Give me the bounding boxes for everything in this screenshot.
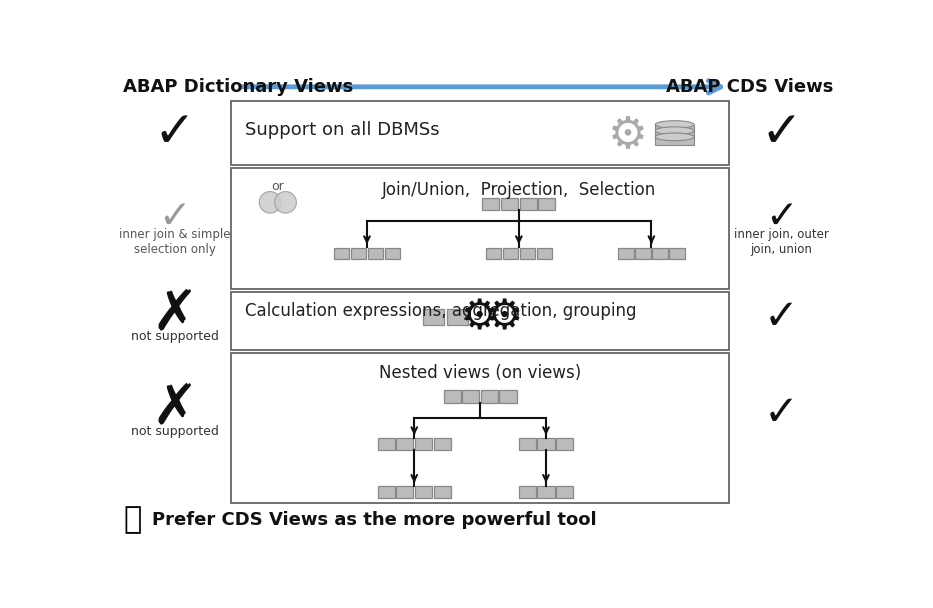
Bar [444,390,461,402]
Bar [655,125,694,133]
Bar [415,486,432,498]
Ellipse shape [655,121,694,128]
Text: Nested views (on views): Nested views (on views) [379,364,581,382]
Text: ABAP Dictionary Views: ABAP Dictionary Views [123,78,353,96]
Bar [655,137,694,145]
Bar [231,353,729,503]
Bar [480,390,498,402]
Bar [462,390,480,402]
Bar [378,486,395,498]
Bar [351,247,366,258]
Bar [669,247,685,258]
Bar [482,198,499,210]
Text: or: or [272,181,285,193]
Bar [397,486,413,498]
Bar [231,168,729,289]
Bar [655,131,694,139]
Text: ✗: ✗ [151,382,198,436]
Text: Prefer CDS Views as the more powerful tool: Prefer CDS Views as the more powerful to… [152,511,597,528]
Circle shape [259,192,281,213]
Bar [503,247,518,258]
Bar [501,198,518,210]
Bar [556,438,573,451]
Bar [447,309,468,325]
Bar [520,198,536,210]
Text: ABAP CDS Views: ABAP CDS Views [666,78,833,96]
Bar [652,247,668,258]
Text: inner join, outer
join, union: inner join, outer join, union [734,229,829,257]
Text: Calculation expressions, aggregation, grouping: Calculation expressions, aggregation, gr… [245,302,637,320]
Bar [397,438,413,451]
Bar [537,438,554,451]
Bar [519,438,536,451]
Bar [556,486,573,498]
Text: Support on all DBMSs: Support on all DBMSs [245,121,439,139]
Bar [499,390,517,402]
Bar [334,247,349,258]
Bar [434,486,451,498]
Text: not supported: not supported [131,330,218,343]
Text: inner join & simple
selection only: inner join & simple selection only [119,229,230,257]
Text: ⚙: ⚙ [608,113,648,156]
Bar [231,292,729,350]
Ellipse shape [655,127,694,134]
Bar [434,438,451,451]
Bar [485,247,501,258]
Bar [537,486,554,498]
Text: 💡: 💡 [123,505,141,534]
Text: ⚙: ⚙ [460,296,497,338]
Text: not supported: not supported [131,425,218,438]
Bar [536,247,552,258]
Bar [423,309,444,325]
Bar [538,198,555,210]
Text: ✓: ✓ [154,109,196,157]
Bar [635,247,650,258]
Bar [519,486,536,498]
Bar [520,247,536,258]
Text: ✓: ✓ [765,198,798,236]
Text: ✓: ✓ [764,296,799,338]
Text: Join/Union,  Projection,  Selection: Join/Union, Projection, Selection [382,181,656,199]
Text: ✓: ✓ [159,198,191,236]
Bar [231,101,729,165]
Bar [378,438,395,451]
Bar [618,247,634,258]
Text: ✓: ✓ [764,392,799,434]
Bar [415,438,432,451]
Text: ✓: ✓ [760,109,802,157]
Text: ⚙: ⚙ [484,296,522,338]
Circle shape [274,192,297,213]
Bar [368,247,383,258]
Bar [384,247,400,258]
Text: ✗: ✗ [151,288,198,342]
Ellipse shape [655,133,694,140]
